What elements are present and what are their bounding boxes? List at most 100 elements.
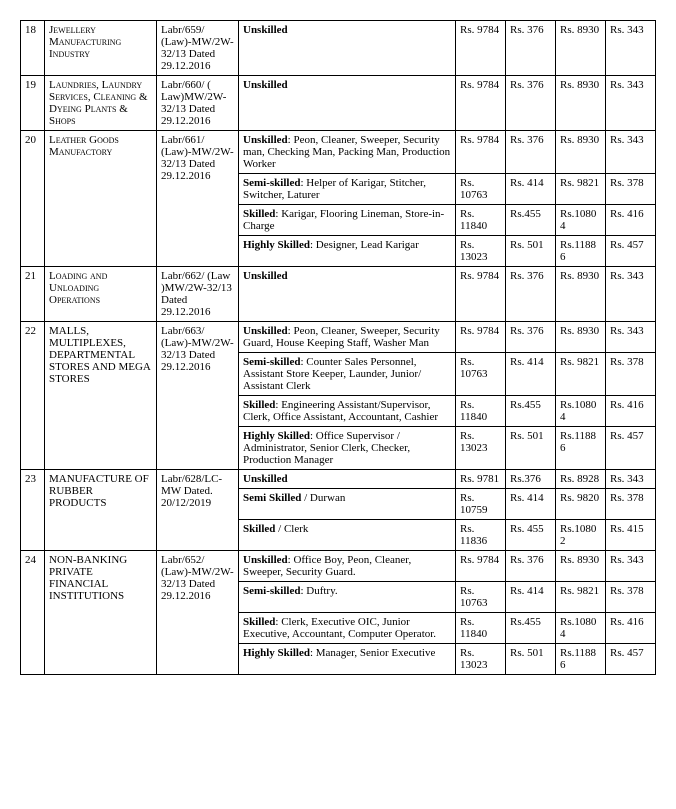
amount-col-2: Rs.376: [506, 470, 556, 489]
category-desc: : Duftry.: [300, 585, 337, 597]
amount-col-3: Rs.10804: [556, 613, 606, 644]
amount-col-3: Rs. 8930: [556, 551, 606, 582]
category-cell: Semi-skilled: Helper of Karigar, Stitche…: [239, 174, 456, 205]
amount-col-4: Rs. 343: [606, 551, 656, 582]
amount-col-1: Rs. 10759: [456, 489, 506, 520]
category-label: Unskilled: [243, 134, 288, 146]
amount-col-4: Rs. 416: [606, 396, 656, 427]
amount-col-4: Rs. 343: [606, 322, 656, 353]
amount-col-2: Rs. 414: [506, 489, 556, 520]
amount-col-4: Rs. 416: [606, 613, 656, 644]
serial-number: 18: [21, 21, 45, 76]
amount-col-2: Rs. 501: [506, 236, 556, 267]
amount-col-3: Rs.10804: [556, 205, 606, 236]
amount-col-4: Rs. 343: [606, 267, 656, 322]
amount-col-3: Rs. 9821: [556, 582, 606, 613]
amount-col-1: Rs. 13023: [456, 427, 506, 470]
table-row: 24NON-BANKING PRIVATE FINANCIAL INSTITUT…: [21, 551, 656, 582]
amount-col-1: Rs. 10763: [456, 174, 506, 205]
category-cell: Highly Skilled: Manager, Senior Executiv…: [239, 644, 456, 675]
amount-col-3: Rs. 9821: [556, 174, 606, 205]
category-cell: Semi-skilled: Duftry.: [239, 582, 456, 613]
category-label: Unskilled: [243, 554, 288, 566]
amount-col-4: Rs. 378: [606, 489, 656, 520]
amount-col-2: Rs. 376: [506, 551, 556, 582]
amount-col-3: Rs. 8930: [556, 267, 606, 322]
serial-number: 20: [21, 131, 45, 267]
amount-col-1: Rs. 11840: [456, 396, 506, 427]
amount-col-1: Rs. 9781: [456, 470, 506, 489]
amount-col-1: Rs. 10763: [456, 582, 506, 613]
category-cell: Semi-skilled: Counter Sales Personnel, A…: [239, 353, 456, 396]
category-cell: Skilled / Clerk: [239, 520, 456, 551]
amount-col-1: Rs. 11840: [456, 613, 506, 644]
amount-col-1: Rs. 11840: [456, 205, 506, 236]
amount-col-2: Rs. 376: [506, 322, 556, 353]
amount-col-4: Rs. 343: [606, 76, 656, 131]
amount-col-2: Rs. 376: [506, 21, 556, 76]
category-label: Highly Skilled: [243, 647, 310, 659]
category-label: Highly Skilled: [243, 430, 310, 442]
category-label: Unskilled: [243, 79, 288, 91]
category-cell: Unskilled: [239, 21, 456, 76]
amount-col-3: Rs. 8930: [556, 21, 606, 76]
amount-col-2: Rs. 414: [506, 582, 556, 613]
amount-col-1: Rs. 9784: [456, 21, 506, 76]
amount-col-2: Rs. 455: [506, 520, 556, 551]
industry-name: MANUFACTURE OF RUBBER PRODUCTS: [45, 470, 157, 551]
amount-col-2: Rs. 376: [506, 267, 556, 322]
amount-col-3: Rs. 9821: [556, 353, 606, 396]
category-cell: Skilled: Engineering Assistant/Superviso…: [239, 396, 456, 427]
category-label: Unskilled: [243, 473, 288, 485]
industry-name: MALLS, MULTIPLEXES, DEPARTMENTAL STORES …: [45, 322, 157, 470]
amount-col-4: Rs. 457: [606, 236, 656, 267]
category-label: Skilled: [243, 208, 275, 220]
amount-col-3: Rs.11886: [556, 427, 606, 470]
table-row: 20Leather Goods ManufactoryLabr/661/ (La…: [21, 131, 656, 174]
category-cell: Unskilled: Peon, Cleaner, Sweeper, Secur…: [239, 322, 456, 353]
amount-col-2: Rs.455: [506, 205, 556, 236]
amount-col-1: Rs. 10763: [456, 353, 506, 396]
category-cell: Highly Skilled: Designer, Lead Karigar: [239, 236, 456, 267]
industry-name: Jewellery Manufacturing Industry: [45, 21, 157, 76]
amount-col-1: Rs. 9784: [456, 267, 506, 322]
table-row: 18Jewellery Manufacturing IndustryLabr/6…: [21, 21, 656, 76]
category-cell: Unskilled: [239, 470, 456, 489]
category-cell: Unskilled: [239, 76, 456, 131]
category-cell: Unskilled: Office Boy, Peon, Cleaner, Sw…: [239, 551, 456, 582]
amount-col-3: Rs.10802: [556, 520, 606, 551]
amount-col-4: Rs. 378: [606, 582, 656, 613]
serial-number: 23: [21, 470, 45, 551]
reference: Labr/659/ (Law)-MW/2W-32/13 Dated 29.12.…: [157, 21, 239, 76]
category-label: Skilled: [243, 616, 275, 628]
amount-col-3: Rs. 8930: [556, 322, 606, 353]
table-row: 22MALLS, MULTIPLEXES, DEPARTMENTAL STORE…: [21, 322, 656, 353]
amount-col-1: Rs. 9784: [456, 131, 506, 174]
category-cell: Skilled: Karigar, Flooring Lineman, Stor…: [239, 205, 456, 236]
amount-col-4: Rs. 343: [606, 131, 656, 174]
category-label: Semi-skilled: [243, 177, 300, 189]
wage-table: 18Jewellery Manufacturing IndustryLabr/6…: [20, 20, 656, 675]
amount-col-3: Rs. 8928: [556, 470, 606, 489]
amount-col-2: Rs. 376: [506, 131, 556, 174]
serial-number: 19: [21, 76, 45, 131]
industry-name: Loading and Unloading Operations: [45, 267, 157, 322]
category-label: Semi Skilled: [243, 492, 301, 504]
amount-col-2: Rs. 414: [506, 353, 556, 396]
category-label: Unskilled: [243, 325, 288, 337]
amount-col-1: Rs. 13023: [456, 236, 506, 267]
category-label: Skilled: [243, 523, 275, 535]
category-cell: Highly Skilled: Office Supervisor / Admi…: [239, 427, 456, 470]
table-row: 19Laundries, Laundry Services, Cleaning …: [21, 76, 656, 131]
category-label: Semi-skilled: [243, 585, 300, 597]
amount-col-2: Rs.455: [506, 396, 556, 427]
amount-col-1: Rs. 9784: [456, 322, 506, 353]
amount-col-3: Rs.10804: [556, 396, 606, 427]
amount-col-2: Rs. 501: [506, 427, 556, 470]
amount-col-4: Rs. 416: [606, 205, 656, 236]
industry-name: Leather Goods Manufactory: [45, 131, 157, 267]
table-row: 23MANUFACTURE OF RUBBER PRODUCTSLabr/628…: [21, 470, 656, 489]
amount-col-4: Rs. 378: [606, 353, 656, 396]
category-desc: : Manager, Senior Executive: [310, 647, 435, 659]
industry-name: NON-BANKING PRIVATE FINANCIAL INSTITUTIO…: [45, 551, 157, 675]
